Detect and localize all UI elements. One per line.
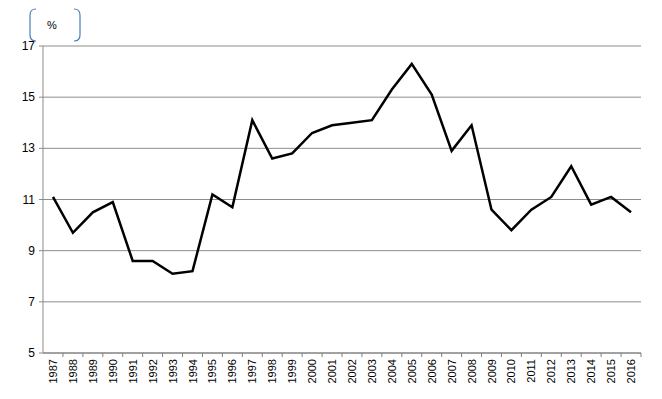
y-tick: [39, 199, 43, 200]
x-tick: [242, 353, 243, 357]
x-tick: [322, 353, 323, 357]
x-tick-label: 1995: [206, 359, 218, 383]
x-tick: [122, 353, 123, 357]
x-tick-label: 2003: [366, 359, 378, 383]
y-tick-label: 9: [28, 244, 35, 258]
x-tick-label: 2001: [326, 359, 338, 383]
chart: 5791113151719871988198919901991199219931…: [0, 0, 662, 399]
x-tick: [521, 353, 522, 357]
x-tick: [601, 353, 602, 357]
bracket-right: [74, 9, 80, 41]
x-tick: [182, 353, 183, 357]
x-tick: [302, 353, 303, 357]
x-tick-label: 2015: [605, 359, 617, 383]
x-tick-label: 1992: [147, 359, 159, 383]
grid-line: [43, 199, 641, 200]
x-tick-label: 1989: [87, 359, 99, 383]
grid-line: [43, 46, 641, 47]
x-tick-label: 1987: [47, 359, 59, 383]
y-tick: [39, 97, 43, 98]
x-tick: [62, 353, 63, 357]
x-tick-label: 2011: [525, 359, 537, 383]
grid-line: [43, 97, 641, 98]
x-tick-label: 2007: [446, 359, 458, 383]
y-tick-label: 15: [22, 90, 36, 104]
x-tick: [361, 353, 362, 357]
x-tick: [561, 353, 562, 357]
y-axis-label: %: [47, 19, 57, 31]
y-tick: [39, 301, 43, 302]
x-tick: [481, 353, 482, 357]
x-tick-label: 2009: [486, 359, 498, 383]
x-tick-label: 1996: [226, 359, 238, 383]
x-tick: [381, 353, 382, 357]
x-tick-label: 1997: [246, 359, 258, 383]
x-tick-label: 1994: [187, 359, 199, 383]
x-tick: [102, 353, 103, 357]
x-tick: [401, 353, 402, 357]
x-tick: [222, 353, 223, 357]
x-tick: [461, 353, 462, 357]
y-tick-label: 5: [28, 346, 35, 360]
x-tick-label: 2002: [346, 359, 358, 383]
x-tick-label: 2000: [306, 359, 318, 383]
bracket-left: [30, 9, 36, 41]
x-tick-label: 2004: [386, 359, 398, 383]
x-tick: [282, 353, 283, 357]
x-tick: [342, 353, 343, 357]
y-tick: [39, 353, 43, 354]
y-tick-label: 13: [22, 141, 36, 155]
y-tick-label: 11: [23, 193, 36, 207]
x-tick-label: 1988: [67, 359, 79, 383]
x-tick-label: 1993: [167, 359, 179, 383]
y-tick: [39, 148, 43, 149]
x-tick: [581, 353, 582, 357]
x-tick: [541, 353, 542, 357]
x-tick: [142, 353, 143, 357]
grid-line: [43, 148, 641, 149]
y-tick: [39, 250, 43, 251]
x-tick-label: 2014: [585, 359, 597, 383]
y-axis: [43, 46, 44, 353]
plot-area: [53, 64, 631, 274]
x-tick: [441, 353, 442, 357]
x-tick-label: 2013: [565, 359, 577, 383]
x-tick: [501, 353, 502, 357]
x-tick: [82, 353, 83, 357]
x-tick-label: 1999: [286, 359, 298, 383]
grid-line: [43, 250, 641, 251]
x-tick: [621, 353, 622, 357]
x-tick-label: 2005: [406, 359, 418, 383]
x-tick: [262, 353, 263, 357]
x-tick: [202, 353, 203, 357]
data-line: [53, 64, 631, 274]
x-tick-label: 2016: [625, 359, 637, 383]
x-tick-label: 2006: [426, 359, 438, 383]
x-tick-label: 1990: [107, 359, 119, 383]
x-tick: [641, 353, 642, 357]
x-tick-label: 2012: [545, 359, 557, 383]
grid-line: [43, 301, 641, 302]
x-tick-label: 1998: [266, 359, 278, 383]
y-tick: [39, 46, 43, 47]
x-tick-label: 1991: [127, 359, 139, 383]
x-tick-label: 2008: [466, 359, 478, 383]
y-tick-label: 7: [28, 295, 35, 309]
x-tick: [421, 353, 422, 357]
x-tick-label: 2010: [505, 359, 517, 383]
x-tick: [162, 353, 163, 357]
